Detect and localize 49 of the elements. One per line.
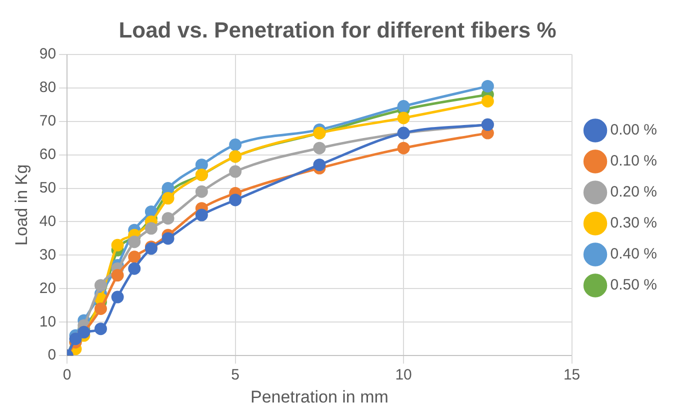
- point: [397, 100, 410, 113]
- point: [111, 269, 124, 282]
- point: [128, 236, 141, 248]
- point: [195, 208, 208, 222]
- legend-label: 0.20 %: [610, 184, 658, 201]
- y-tick-label: 80: [39, 79, 56, 96]
- legend-label: 0.50 %: [610, 276, 658, 294]
- point: [128, 262, 141, 275]
- y-tick-label: 70: [39, 112, 56, 130]
- point: [162, 232, 174, 245]
- point: [144, 222, 158, 235]
- point: [162, 192, 174, 205]
- y-tick-label: 60: [39, 146, 56, 163]
- legend-label: 0.30 %: [610, 214, 658, 232]
- point: [313, 158, 326, 172]
- point: [397, 112, 410, 124]
- legend-label: 0.10 %: [610, 152, 658, 170]
- point: [229, 165, 242, 178]
- point: [195, 185, 208, 198]
- point: [397, 142, 410, 154]
- x-tick-label: 15: [563, 366, 580, 384]
- point: [481, 80, 494, 92]
- y-axis-title: Load in Kg: [12, 164, 31, 246]
- point: [111, 290, 124, 304]
- point: [94, 279, 107, 292]
- y-tick-label: 50: [39, 179, 56, 196]
- y-tick-label: 20: [39, 280, 56, 297]
- x-axis-title: Penetration in mm: [250, 387, 388, 406]
- y-tick-label: 10: [39, 313, 56, 330]
- y-tick-label: 40: [39, 212, 56, 230]
- point: [111, 238, 124, 252]
- chart-title: Load vs. Penetration for different fibers %: [118, 17, 556, 42]
- point: [229, 194, 242, 206]
- point: [195, 158, 208, 172]
- y-tick-label: 0: [48, 346, 56, 364]
- point: [128, 250, 141, 264]
- point: [481, 95, 494, 108]
- x-tick-label: 5: [231, 366, 240, 384]
- point: [94, 322, 107, 336]
- y-tick-label: 30: [39, 246, 56, 264]
- legend-label: 0.00 %: [610, 122, 658, 139]
- legend-label: 0.40 %: [610, 246, 658, 263]
- x-tick-label: 10: [395, 366, 412, 384]
- y-tick-label: 90: [39, 46, 56, 63]
- point: [313, 142, 326, 154]
- point: [229, 138, 242, 152]
- point: [162, 212, 174, 225]
- x-tick-label: 0: [62, 366, 72, 384]
- point: [94, 302, 107, 315]
